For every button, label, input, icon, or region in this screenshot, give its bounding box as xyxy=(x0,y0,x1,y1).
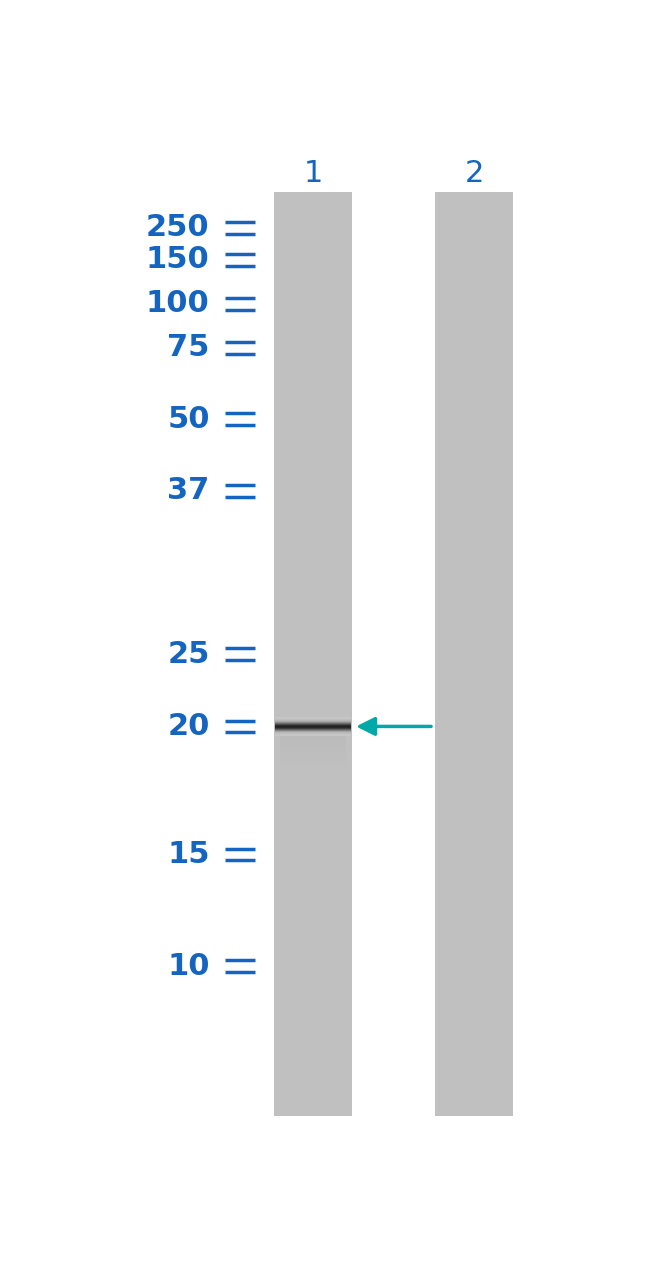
Text: 50: 50 xyxy=(167,405,210,434)
Text: 20: 20 xyxy=(167,712,210,740)
Bar xyxy=(435,192,514,1115)
Text: 100: 100 xyxy=(146,290,210,319)
Bar xyxy=(274,192,352,1115)
Text: 15: 15 xyxy=(167,839,210,869)
Text: 250: 250 xyxy=(146,213,210,243)
Text: 10: 10 xyxy=(167,951,210,980)
Text: 75: 75 xyxy=(167,334,210,362)
Text: 2: 2 xyxy=(465,160,484,188)
Text: 1: 1 xyxy=(304,160,322,188)
Text: 37: 37 xyxy=(168,476,210,505)
Text: 25: 25 xyxy=(167,640,210,668)
Text: 150: 150 xyxy=(146,245,210,274)
